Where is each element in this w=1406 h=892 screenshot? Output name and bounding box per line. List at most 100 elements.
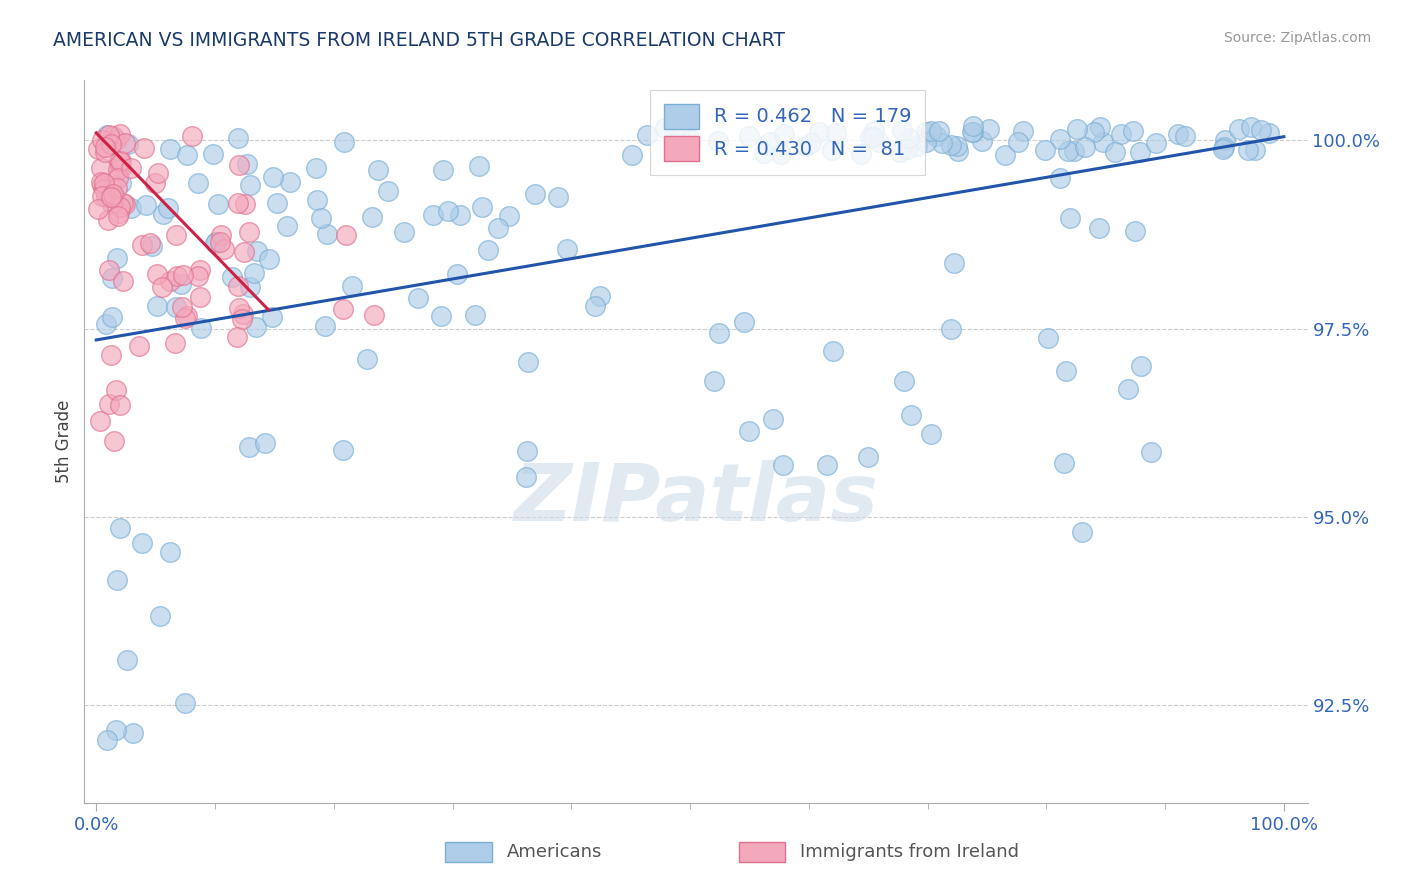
Point [666, 138, 689, 153]
Point [174, 311, 197, 326]
Point [86, 202, 108, 216]
Point [107, 206, 129, 220]
Point [114, 136, 136, 151]
Point [152, 206, 174, 220]
Point [276, 219, 298, 233]
Point [238, 225, 260, 239]
Point [110, 177, 132, 191]
FancyBboxPatch shape [738, 842, 786, 862]
Point [1033, 144, 1056, 158]
Point [231, 311, 253, 326]
Point [1066, 122, 1088, 136]
Point [915, 135, 938, 149]
Text: Americans: Americans [506, 843, 602, 861]
Point [662, 125, 685, 139]
Point [104, 723, 127, 737]
Point [1092, 135, 1115, 149]
Y-axis label: 5th Grade: 5th Grade [55, 400, 73, 483]
Point [972, 134, 994, 148]
Point [94, 317, 117, 331]
Point [146, 166, 169, 180]
Point [737, 128, 759, 143]
Point [101, 310, 124, 325]
Point [242, 266, 264, 280]
Point [101, 188, 124, 202]
Point [1049, 171, 1071, 186]
Point [87, 142, 110, 156]
Point [94, 190, 117, 204]
FancyBboxPatch shape [446, 842, 492, 862]
Point [104, 383, 127, 397]
Point [1059, 211, 1081, 225]
Point [377, 185, 399, 199]
Point [1104, 145, 1126, 159]
Point [1118, 382, 1140, 396]
Point [772, 458, 794, 472]
Point [1122, 124, 1144, 138]
Point [1054, 364, 1077, 378]
Text: AMERICAN VS IMMIGRANTS FROM IRELAND 5TH GRADE CORRELATION CHART: AMERICAN VS IMMIGRANTS FROM IRELAND 5TH … [53, 31, 786, 50]
Point [131, 536, 153, 550]
Point [96, 128, 118, 143]
Point [146, 299, 169, 313]
Point [89, 175, 111, 189]
Point [960, 125, 983, 139]
Point [1144, 136, 1167, 150]
Point [994, 148, 1017, 162]
Point [239, 178, 262, 192]
Point [181, 129, 204, 144]
Point [132, 141, 155, 155]
Point [620, 147, 643, 161]
Point [706, 134, 728, 148]
Point [962, 124, 984, 138]
Point [311, 211, 333, 226]
Point [437, 203, 460, 218]
Point [225, 330, 247, 344]
Point [946, 145, 969, 159]
Point [1063, 144, 1085, 158]
Point [226, 131, 249, 145]
Point [898, 131, 921, 145]
Point [233, 196, 256, 211]
Point [367, 163, 389, 178]
Point [1071, 524, 1094, 539]
Point [363, 308, 385, 322]
Point [446, 267, 468, 281]
Point [1036, 331, 1059, 345]
Point [307, 193, 329, 207]
Point [107, 162, 129, 177]
Point [920, 123, 942, 137]
Point [762, 412, 785, 426]
Point [100, 348, 122, 362]
Point [557, 243, 579, 257]
Point [236, 157, 259, 171]
Point [93, 177, 115, 191]
Point [172, 268, 194, 282]
Point [259, 252, 281, 266]
Point [925, 128, 948, 143]
Point [1074, 140, 1097, 154]
Point [1053, 456, 1076, 470]
Point [163, 336, 186, 351]
Point [107, 154, 129, 169]
Point [943, 256, 966, 270]
Point [1213, 133, 1236, 147]
Point [1240, 120, 1263, 135]
Point [110, 200, 132, 214]
Point [794, 138, 817, 153]
Point [239, 280, 262, 294]
Point [807, 124, 830, 138]
Point [207, 197, 229, 211]
Point [770, 147, 793, 161]
Point [1049, 132, 1071, 146]
Point [141, 239, 163, 253]
Point [1140, 444, 1163, 458]
Point [669, 123, 692, 137]
Point [1212, 142, 1234, 156]
Point [110, 161, 132, 175]
Point [1129, 145, 1152, 159]
Point [486, 221, 509, 235]
Point [166, 300, 188, 314]
Point [188, 263, 211, 277]
Point [97, 128, 120, 142]
